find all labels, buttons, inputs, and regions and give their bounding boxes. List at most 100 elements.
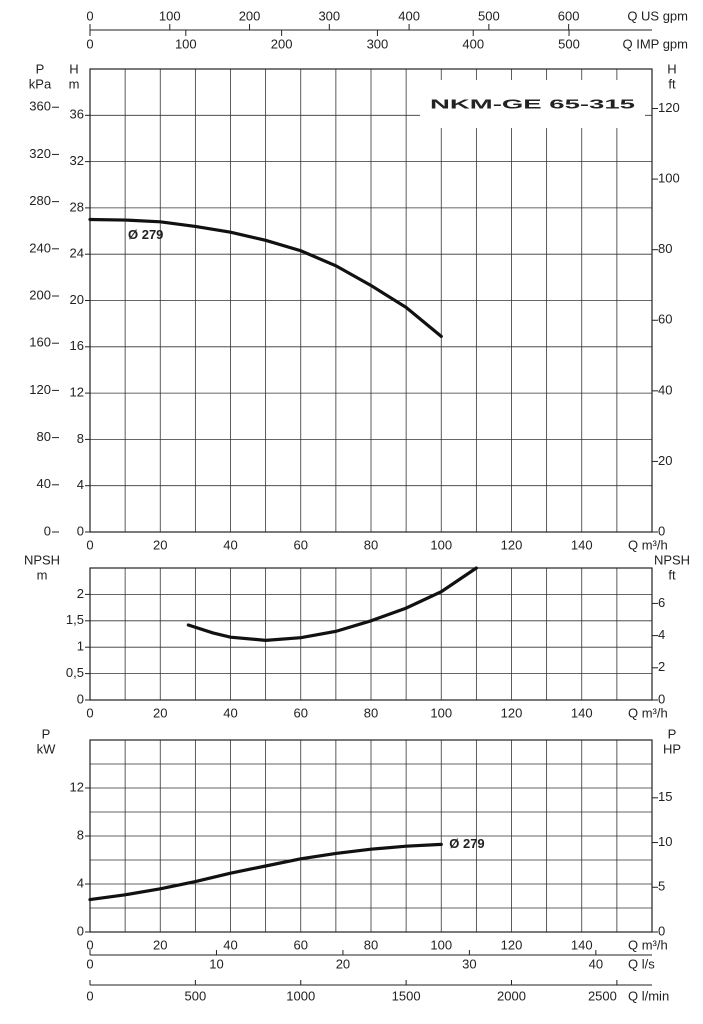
x-tick-label: 20 xyxy=(153,937,167,952)
x-tick-label: 20 xyxy=(153,705,167,720)
top-tick-label: 300 xyxy=(318,8,340,23)
bottom-axis-label: Q l/min xyxy=(628,988,669,1003)
x-tick-label: 120 xyxy=(501,937,523,952)
x-axis-label: Q m³/h xyxy=(628,537,668,552)
y3-tick-label: 200 xyxy=(29,287,51,302)
x-tick-label: 80 xyxy=(364,537,378,552)
y-tick-label: 4 xyxy=(77,477,84,492)
y2-tick-label: 10 xyxy=(658,834,672,849)
y2-axis-label: ft xyxy=(668,76,676,91)
bottom-tick-label: 0 xyxy=(86,988,93,1003)
y-tick-label: 16 xyxy=(70,338,84,353)
top-tick-label: 400 xyxy=(398,8,420,23)
x-tick-label: 60 xyxy=(294,937,308,952)
bottom-tick-label: 2000 xyxy=(497,988,526,1003)
x-axis-label: Q m³/h xyxy=(628,705,668,720)
y2-axis-label: P xyxy=(668,726,677,741)
y3-tick-label: 240 xyxy=(29,240,51,255)
y2-tick-label: 0 xyxy=(658,691,665,706)
y3-tick-label: 120 xyxy=(29,382,51,397)
y2-tick-label: 4 xyxy=(658,627,665,642)
top-tick-label: 100 xyxy=(159,8,181,23)
y3-tick-label: 160 xyxy=(29,335,51,350)
y3-tick-label: 360 xyxy=(29,99,51,114)
curve xyxy=(88,217,443,338)
x-tick-label: 140 xyxy=(571,705,593,720)
y-tick-label: 0 xyxy=(77,923,84,938)
y2-tick-label: 5 xyxy=(658,879,665,894)
top-tick-label: 200 xyxy=(271,36,293,51)
top-tick-label: 0 xyxy=(86,36,93,51)
y-tick-label: 0 xyxy=(77,691,84,706)
x-tick-label: 120 xyxy=(501,537,523,552)
top-tick-label: 600 xyxy=(558,8,580,23)
x-tick-label: 140 xyxy=(571,537,593,552)
top-axis-label: Q IMP gpm xyxy=(622,36,688,51)
y2-tick-label: 100 xyxy=(658,171,680,186)
y3-tick-label: 320 xyxy=(29,146,51,161)
x-tick-label: 40 xyxy=(223,537,237,552)
top-tick-label: 200 xyxy=(239,8,261,23)
y-tick-label: 12 xyxy=(70,779,84,794)
y-tick-label: 4 xyxy=(77,875,84,890)
top-tick-label: 100 xyxy=(175,36,197,51)
y2-axis-label: HP xyxy=(663,741,681,756)
y2-tick-label: 2 xyxy=(658,659,665,674)
y-tick-label: 24 xyxy=(70,246,84,261)
y2-tick-label: 120 xyxy=(658,100,680,115)
y-tick-label: 8 xyxy=(77,827,84,842)
bottom-tick-label: 1500 xyxy=(392,988,421,1003)
y2-tick-label: 0 xyxy=(658,523,665,538)
y-tick-label: 28 xyxy=(70,199,84,214)
y2-axis-label: H xyxy=(667,61,676,76)
x-tick-label: 100 xyxy=(430,937,452,952)
y-tick-label: 12 xyxy=(70,385,84,400)
y3-axis-label: P xyxy=(36,61,45,76)
curve xyxy=(186,566,478,642)
x-tick-label: 40 xyxy=(223,937,237,952)
y2-tick-label: 0 xyxy=(658,923,665,938)
plot-frame xyxy=(89,567,653,701)
series-label: Ø 279 xyxy=(449,836,484,851)
y3-tick-label: 40 xyxy=(37,476,51,491)
bottom-tick-label: 500 xyxy=(185,988,207,1003)
top-axis-label: Q US gpm xyxy=(627,8,688,23)
y-axis-label: P xyxy=(42,726,51,741)
y-axis-label: m xyxy=(69,76,80,91)
x-tick-label: 60 xyxy=(294,537,308,552)
bottom-tick-label: 1000 xyxy=(286,988,315,1003)
x-tick-label: 20 xyxy=(153,537,167,552)
y3-tick-label: 0 xyxy=(44,523,51,538)
x-tick-label: 120 xyxy=(501,705,523,720)
x-tick-label: 100 xyxy=(430,537,452,552)
plot-frame xyxy=(89,739,653,933)
y-tick-label: 2 xyxy=(77,586,84,601)
y2-axis-label: ft xyxy=(668,567,676,582)
chart-title: NKM-GE 65-315 xyxy=(430,96,635,111)
bottom-tick-label: 30 xyxy=(462,956,476,971)
y-tick-label: 20 xyxy=(70,292,84,307)
y2-axis-label: NPSH xyxy=(654,552,690,567)
y3-axis-label: kPa xyxy=(29,76,52,91)
x-tick-label: 60 xyxy=(294,705,308,720)
y3-tick-label: 80 xyxy=(37,429,51,444)
x-axis-label: Q m³/h xyxy=(628,937,668,952)
bottom-tick-label: 40 xyxy=(589,956,603,971)
top-tick-label: 400 xyxy=(462,36,484,51)
title-box xyxy=(420,80,645,128)
x-tick-label: 0 xyxy=(86,537,93,552)
top-tick-label: 500 xyxy=(558,36,580,51)
y-tick-label: 0,5 xyxy=(66,665,84,680)
y-axis-label: NPSH xyxy=(24,552,60,567)
top-tick-label: 0 xyxy=(86,8,93,23)
y2-tick-label: 20 xyxy=(658,453,672,468)
x-tick-label: 80 xyxy=(364,705,378,720)
y2-tick-label: 60 xyxy=(658,312,672,327)
top-tick-label: 300 xyxy=(367,36,389,51)
y-tick-label: 36 xyxy=(70,107,84,122)
x-tick-label: 40 xyxy=(223,705,237,720)
y2-tick-label: 80 xyxy=(658,241,672,256)
x-tick-label: 0 xyxy=(86,937,93,952)
bottom-tick-label: 0 xyxy=(86,956,93,971)
